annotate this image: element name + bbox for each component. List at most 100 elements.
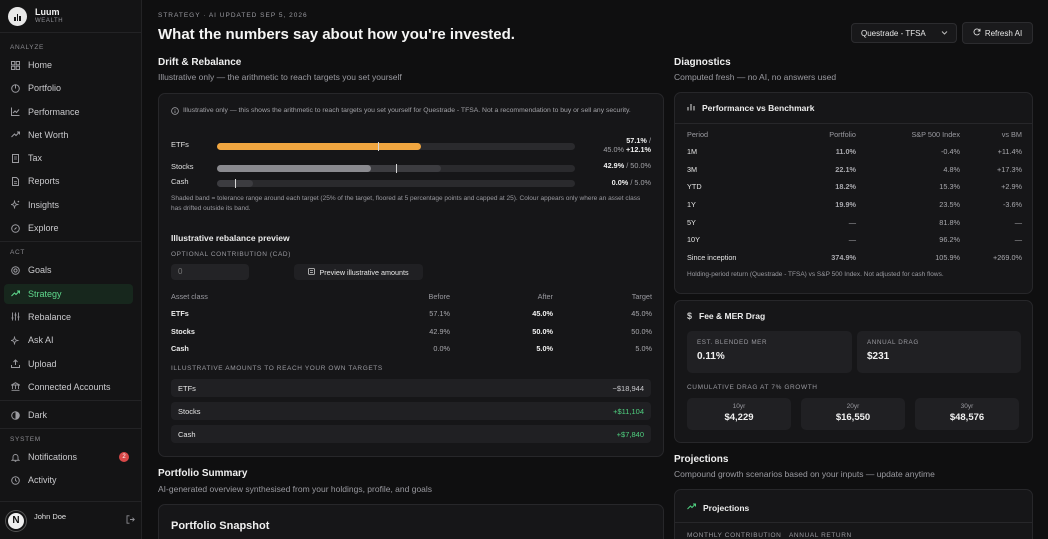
sidebar-item-label: Reports [28, 176, 60, 187]
portfolio-cell: — [848, 217, 856, 227]
preview-amounts-button[interactable]: Preview illustrative amounts [294, 264, 423, 280]
account-select[interactable]: Questrade - TFSA [851, 23, 957, 43]
current-pct: 42.9% [603, 161, 625, 170]
sliders-icon [10, 312, 20, 322]
sidebar-divider [0, 400, 141, 402]
target-pct: / 50.0% [626, 161, 651, 170]
sidebar-item-goals[interactable]: Goals [4, 260, 133, 280]
sidebar-item-ask-ai[interactable]: Ask AI [4, 330, 133, 350]
sidebar-item-net-worth[interactable]: Net Worth [4, 125, 133, 145]
brand-subtitle: WEALTH [35, 18, 64, 24]
bench-cell: 15.3% [939, 182, 960, 192]
main-content: STRATEGY · AI UPDATED SEP 5, 2026 What t… [142, 0, 1048, 539]
sidebar-item-performance[interactable]: Performance [4, 102, 133, 122]
drag-box-10yr: 10yr $4,229 [687, 398, 791, 430]
after-cell: 45.0% [532, 309, 553, 319]
sidebar-item-insights[interactable]: Insights [4, 195, 133, 215]
brand[interactable]: Luum WEALTH [0, 0, 141, 33]
drift-note-text: Illustrative only — this shows the arith… [183, 107, 631, 114]
table-row: Stocks 42.9% 50.0% 50.0% [171, 323, 652, 341]
sidebar-item-label: Net Worth [28, 129, 69, 140]
fee-card-header: $ Fee & MER Drag [687, 311, 765, 321]
table-row: 5Y — 81.8% — [687, 213, 1022, 231]
sidebar-item-upload[interactable]: Upload [4, 354, 133, 374]
projections-card-header: Projections [687, 502, 749, 513]
drift-bar-label: Cash [171, 177, 189, 186]
drift-bar-stocks: Stocks [171, 161, 655, 173]
refresh-ai-button[interactable]: Refresh AI [962, 22, 1033, 44]
column-header: Target [631, 292, 652, 301]
sidebar-item-label: Upload [28, 358, 57, 369]
trend-up-icon [687, 502, 696, 513]
portfolio-snapshot-title: Portfolio Snapshot [171, 520, 270, 532]
moon-icon [10, 410, 20, 420]
portfolio-snapshot-card: Portfolio Snapshot [158, 504, 664, 539]
diagnostics-section-subtitle: Computed fresh — no AI, no answers used [674, 72, 837, 82]
bench-cell: 96.2% [939, 235, 960, 245]
target-cell: 45.0% [631, 309, 652, 319]
receipt-icon [10, 153, 20, 163]
document-icon [10, 176, 20, 186]
sidebar-item-reports[interactable]: Reports [4, 171, 133, 191]
blended-mer-value: 0.11% [697, 351, 725, 362]
asset-class-cell: Cash [171, 344, 189, 354]
sidebar-item-label: Insights [28, 199, 60, 210]
drag-horizon: 30yr [960, 403, 974, 410]
drag-box-30yr: 30yr $48,576 [915, 398, 1019, 430]
sidebar-item-notifications[interactable]: Notifications 2 [4, 447, 133, 467]
drift-bar-value-stocks: 42.9% / 50.0% [579, 161, 651, 170]
target-marker [396, 164, 397, 173]
blended-mer-label: EST. BLENDED MER [697, 339, 768, 346]
divider [675, 123, 1032, 124]
period-cell: Since inception [687, 252, 737, 262]
avatar: N [6, 510, 26, 531]
allocation-fill [217, 143, 422, 150]
amount-row-etfs: ETFs −$18,944 [171, 379, 651, 397]
drift-note: Illustrative only — this shows the arith… [171, 106, 661, 116]
summary-section-title: Portfolio Summary [158, 468, 248, 479]
drift-bar-value-cash: 0.0% / 5.0% [579, 178, 651, 187]
sidebar-item-label: Notifications [28, 452, 78, 463]
table-header-row: Asset class Before After Target [171, 288, 652, 305]
amount-label: Cash [178, 429, 196, 439]
sidebar-item-portfolio[interactable]: Portfolio [4, 78, 133, 98]
user-name: John Doe [34, 512, 67, 521]
table-row: YTD 18.2% 15.3% +2.9% [687, 178, 1022, 196]
theme-toggle[interactable]: Dark [4, 405, 133, 425]
sidebar-item-strategy[interactable]: Strategy [4, 283, 133, 304]
performance-card-header: Performance vs Benchmark [687, 103, 814, 113]
logout-icon[interactable] [126, 515, 135, 526]
drift-bar-track [217, 164, 575, 173]
brand-name: Luum [35, 7, 60, 17]
sidebar-item-explore[interactable]: Explore [4, 218, 133, 238]
sidebar-item-connected-accounts[interactable]: Connected Accounts [4, 377, 133, 397]
vs-cell: — [1014, 217, 1022, 227]
drift-bar-track [217, 142, 575, 151]
portfolio-cell: 22.1% [835, 164, 856, 174]
drag-horizon: 20yr [846, 403, 860, 410]
upload-icon [10, 359, 20, 369]
sidebar-item-tax[interactable]: Tax [4, 148, 133, 168]
sidebar-item-label: Home [28, 60, 53, 70]
bell-icon [10, 452, 20, 462]
amount-label: Stocks [178, 406, 201, 416]
user-profile[interactable]: N John Doe [0, 501, 141, 539]
calculator-icon [308, 267, 316, 277]
contribution-label: OPTIONAL CONTRIBUTION (CAD) [171, 251, 291, 258]
sidebar-item-home[interactable]: Home [4, 55, 133, 75]
amount-row-cash: Cash +$7,840 [171, 425, 651, 443]
target-cell: 50.0% [631, 326, 652, 336]
column-header: Before [428, 292, 451, 301]
projections-section-title: Projections [674, 454, 729, 465]
table-row: 3M 22.1% 4.8% +17.3% [687, 161, 1022, 179]
chevron-down-icon [941, 29, 948, 38]
table-row: Cash 0.0% 5.0% 5.0% [171, 340, 652, 358]
pie-icon [10, 83, 20, 93]
performance-table-body: 1M 11.0% -0.4% +11.4% 3M 22.1% 4.8% +17.3% YTD 18… [687, 143, 1022, 266]
current-pct: 57.1% [626, 136, 647, 145]
sidebar-item-rebalance[interactable]: Rebalance [4, 307, 133, 327]
notification-count-badge: 2 [119, 452, 129, 463]
contribution-input[interactable]: 0 [171, 264, 249, 280]
sidebar-item-activity[interactable]: Activity [4, 470, 133, 490]
period-cell: 5Y [687, 217, 696, 227]
